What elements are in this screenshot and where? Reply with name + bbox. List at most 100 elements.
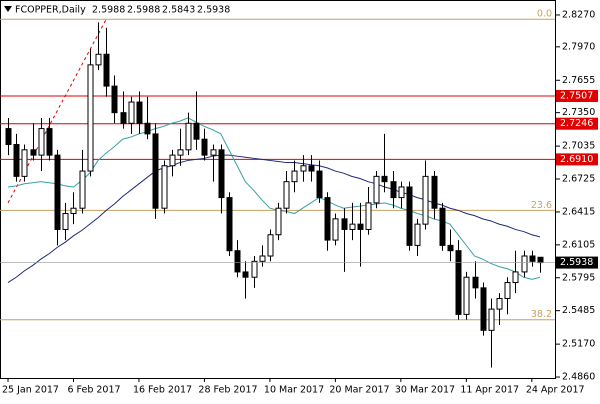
- level-label: 2.7507: [560, 90, 593, 101]
- candle-body: [463, 276, 470, 315]
- candle-body: [291, 170, 298, 183]
- fibo-label: 0.0: [537, 9, 552, 20]
- y-tick-label: 2.6725: [562, 174, 595, 185]
- fibo-label: 23.6: [531, 200, 552, 211]
- candle-body: [259, 255, 266, 262]
- candle-body: [193, 122, 200, 140]
- candle-body: [365, 202, 372, 230]
- y-tick-label: 2.4860: [562, 372, 595, 383]
- y-tick-label: 2.7655: [562, 75, 595, 86]
- candle-body: [103, 53, 110, 87]
- candle-body: [111, 85, 118, 114]
- candle-body: [390, 181, 397, 199]
- candle-body: [496, 297, 503, 310]
- header-close: 2.5938: [197, 5, 230, 16]
- candle-body: [5, 128, 12, 146]
- candle-body: [30, 149, 37, 156]
- candle-body: [95, 53, 102, 66]
- candle-body: [136, 101, 143, 124]
- x-tick-label: 10 Mar 2017: [264, 385, 324, 396]
- x-tick-label: 6 Feb 2017: [67, 385, 120, 396]
- candle-body: [38, 128, 45, 156]
- candle-body: [332, 218, 339, 241]
- candle-body: [512, 271, 519, 284]
- moving-average: [7, 154, 541, 283]
- candle-body: [201, 138, 208, 156]
- candle-body: [521, 255, 528, 273]
- y-tick-label: 2.7350: [562, 107, 595, 118]
- y-tick-label: 2.5170: [562, 339, 595, 350]
- symbol-icon: [4, 6, 12, 12]
- candle-body: [488, 308, 495, 331]
- candle-body: [210, 149, 217, 156]
- candle-body: [79, 170, 86, 209]
- candle-body: [341, 218, 348, 230]
- candle-body: [537, 256, 544, 264]
- candle-body: [144, 122, 151, 135]
- y-tick-label: 2.6415: [562, 206, 595, 217]
- current-price-label: 2.5938: [560, 257, 593, 268]
- candle-body: [185, 122, 192, 151]
- x-tick-label: 11 Apr 2017: [460, 385, 519, 396]
- candle-body: [357, 223, 364, 230]
- candle-body: [161, 165, 168, 209]
- y-tick-label: 2.8270: [562, 9, 595, 20]
- fibo-trend: [7, 18, 107, 204]
- candle-body: [267, 234, 274, 257]
- candle-body: [480, 287, 487, 331]
- candle-body: [414, 223, 421, 246]
- candle-body: [177, 149, 184, 156]
- candle-body: [504, 282, 511, 299]
- y-tick-label: 2.5485: [562, 305, 595, 316]
- moving-average: [7, 117, 541, 280]
- candle-body: [381, 175, 388, 183]
- y-tick-label: 2.5795: [562, 272, 595, 283]
- candle-body: [218, 149, 225, 199]
- header-low: 2.5843: [162, 5, 195, 16]
- candle-body: [275, 207, 282, 236]
- candle-body: [152, 133, 159, 209]
- candle-body: [283, 181, 290, 209]
- candle-body: [46, 128, 53, 156]
- level-box: [556, 153, 598, 166]
- candle-body: [62, 213, 69, 230]
- candle-body: [431, 175, 438, 209]
- y-tick-label: 2.6105: [562, 239, 595, 250]
- candle-body: [447, 244, 454, 252]
- candle-body: [398, 186, 405, 199]
- level-label: 2.7246: [560, 118, 593, 129]
- candle-body: [234, 250, 241, 273]
- x-tick-label: 25 Jan 2017: [2, 385, 59, 396]
- x-tick-label: 24 Apr 2017: [526, 385, 585, 396]
- level-box: [556, 117, 598, 130]
- candle-body: [349, 223, 356, 230]
- candle-body: [120, 112, 127, 124]
- plot-frame: [0, 0, 556, 379]
- candle-body: [324, 197, 331, 241]
- candle-body: [13, 144, 20, 177]
- candle-body: [21, 149, 28, 177]
- candle-body: [422, 175, 429, 225]
- header-open: 2.5988: [92, 5, 125, 16]
- level-box: [556, 89, 598, 102]
- x-tick-label: 20 Mar 2017: [329, 385, 389, 396]
- candle-body: [242, 271, 249, 278]
- candle-body: [373, 175, 380, 204]
- candle-body: [308, 165, 315, 172]
- level-label: 2.6910: [560, 154, 593, 165]
- candle-body: [54, 154, 61, 230]
- candle-body: [455, 250, 462, 315]
- candle-body: [251, 260, 258, 278]
- candle-body: [406, 186, 413, 246]
- x-tick-label: 30 Mar 2017: [395, 385, 455, 396]
- current-price-box: [556, 256, 598, 269]
- candle-body: [529, 255, 536, 262]
- candle-body: [472, 276, 479, 289]
- x-tick-label: 28 Feb 2017: [198, 385, 257, 396]
- symbol: FCOPPER,Daily: [15, 5, 86, 16]
- candle-body: [87, 64, 94, 172]
- fibo-label: 38.2: [531, 309, 552, 320]
- header-high: 2.5988: [127, 5, 160, 16]
- candle-body: [128, 101, 135, 124]
